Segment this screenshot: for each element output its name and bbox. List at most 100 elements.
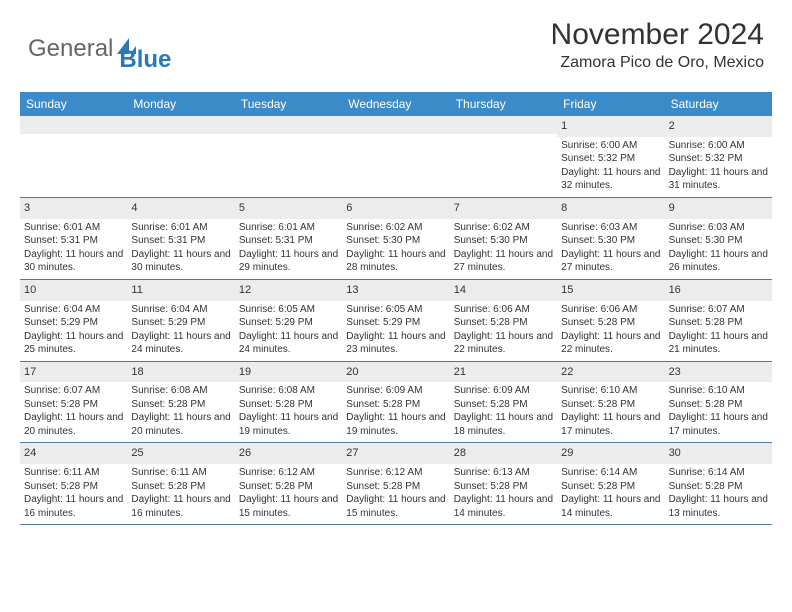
day-content: Sunrise: 6:05 AMSunset: 5:29 PMDaylight:… (239, 303, 338, 361)
day-number: 29 (557, 443, 664, 464)
day-content: Sunrise: 6:12 AMSunset: 5:28 PMDaylight:… (239, 466, 338, 524)
day-content: Sunrise: 6:03 AMSunset: 5:30 PMDaylight:… (669, 221, 768, 279)
day-content: Sunrise: 6:03 AMSunset: 5:30 PMDaylight:… (561, 221, 660, 279)
day-detail-line: Sunrise: 6:07 AM (669, 303, 768, 317)
day-detail-line: Sunset: 5:28 PM (131, 398, 230, 412)
day-number: 6 (342, 198, 449, 219)
day-number: 4 (127, 198, 234, 219)
day-cell: 16Sunrise: 6:07 AMSunset: 5:28 PMDayligh… (665, 280, 772, 361)
day-detail-line: Sunrise: 6:00 AM (561, 139, 660, 153)
day-detail-line: Sunrise: 6:05 AM (346, 303, 445, 317)
day-detail-line: Sunrise: 6:13 AM (454, 466, 553, 480)
day-detail-line: Daylight: 11 hours and 31 minutes. (669, 166, 768, 193)
day-content: Sunrise: 6:01 AMSunset: 5:31 PMDaylight:… (24, 221, 123, 279)
day-content: Sunrise: 6:05 AMSunset: 5:29 PMDaylight:… (346, 303, 445, 361)
day-cell: 7Sunrise: 6:02 AMSunset: 5:30 PMDaylight… (450, 198, 557, 279)
day-detail-line: Daylight: 11 hours and 27 minutes. (561, 248, 660, 275)
day-number (342, 116, 449, 134)
day-detail-line: Daylight: 11 hours and 15 minutes. (346, 493, 445, 520)
day-detail-line: Sunrise: 6:01 AM (24, 221, 123, 235)
day-detail-line: Daylight: 11 hours and 26 minutes. (669, 248, 768, 275)
day-detail-line: Sunrise: 6:10 AM (669, 384, 768, 398)
day-detail-line: Daylight: 11 hours and 20 minutes. (24, 411, 123, 438)
day-content: Sunrise: 6:00 AMSunset: 5:32 PMDaylight:… (669, 139, 768, 197)
day-content: Sunrise: 6:12 AMSunset: 5:28 PMDaylight:… (346, 466, 445, 524)
weekday-header-cell: Wednesday (342, 92, 449, 116)
day-cell: 15Sunrise: 6:06 AMSunset: 5:28 PMDayligh… (557, 280, 664, 361)
day-detail-line: Daylight: 11 hours and 30 minutes. (24, 248, 123, 275)
day-detail-line: Sunset: 5:28 PM (561, 398, 660, 412)
day-cell: 5Sunrise: 6:01 AMSunset: 5:31 PMDaylight… (235, 198, 342, 279)
week-row: 10Sunrise: 6:04 AMSunset: 5:29 PMDayligh… (20, 280, 772, 362)
day-content: Sunrise: 6:09 AMSunset: 5:28 PMDaylight:… (454, 384, 553, 442)
day-cell: 2Sunrise: 6:00 AMSunset: 5:32 PMDaylight… (665, 116, 772, 197)
day-detail-line: Sunset: 5:30 PM (561, 234, 660, 248)
day-detail-line: Daylight: 11 hours and 14 minutes. (561, 493, 660, 520)
day-detail-line: Sunrise: 6:03 AM (561, 221, 660, 235)
day-detail-line: Sunset: 5:31 PM (131, 234, 230, 248)
day-detail-line: Sunset: 5:28 PM (454, 316, 553, 330)
day-number: 7 (450, 198, 557, 219)
day-content (239, 136, 338, 140)
day-detail-line: Daylight: 11 hours and 32 minutes. (561, 166, 660, 193)
day-detail-line: Sunset: 5:29 PM (24, 316, 123, 330)
day-detail-line: Sunrise: 6:09 AM (346, 384, 445, 398)
day-cell: 18Sunrise: 6:08 AMSunset: 5:28 PMDayligh… (127, 362, 234, 443)
day-detail-line: Daylight: 11 hours and 29 minutes. (239, 248, 338, 275)
day-detail-line: Sunrise: 6:09 AM (454, 384, 553, 398)
day-cell (450, 116, 557, 197)
day-number: 28 (450, 443, 557, 464)
day-detail-line: Sunset: 5:28 PM (454, 480, 553, 494)
day-cell: 19Sunrise: 6:08 AMSunset: 5:28 PMDayligh… (235, 362, 342, 443)
day-content: Sunrise: 6:04 AMSunset: 5:29 PMDaylight:… (24, 303, 123, 361)
day-number: 1 (557, 116, 664, 137)
day-cell: 26Sunrise: 6:12 AMSunset: 5:28 PMDayligh… (235, 443, 342, 524)
day-detail-line: Sunset: 5:28 PM (24, 398, 123, 412)
day-detail-line: Daylight: 11 hours and 28 minutes. (346, 248, 445, 275)
day-content: Sunrise: 6:01 AMSunset: 5:31 PMDaylight:… (239, 221, 338, 279)
day-detail-line: Sunrise: 6:02 AM (454, 221, 553, 235)
day-detail-line: Sunrise: 6:03 AM (669, 221, 768, 235)
calendar: SundayMondayTuesdayWednesdayThursdayFrid… (20, 92, 772, 525)
day-number: 23 (665, 362, 772, 383)
logo: General Blue (28, 18, 171, 74)
day-content: Sunrise: 6:09 AMSunset: 5:28 PMDaylight:… (346, 384, 445, 442)
day-cell: 30Sunrise: 6:14 AMSunset: 5:28 PMDayligh… (665, 443, 772, 524)
day-number: 21 (450, 362, 557, 383)
day-cell: 6Sunrise: 6:02 AMSunset: 5:30 PMDaylight… (342, 198, 449, 279)
day-content: Sunrise: 6:13 AMSunset: 5:28 PMDaylight:… (454, 466, 553, 524)
day-cell: 17Sunrise: 6:07 AMSunset: 5:28 PMDayligh… (20, 362, 127, 443)
day-cell (235, 116, 342, 197)
day-detail-line: Sunset: 5:28 PM (346, 480, 445, 494)
day-detail-line: Sunrise: 6:00 AM (669, 139, 768, 153)
day-detail-line: Sunrise: 6:14 AM (561, 466, 660, 480)
day-cell: 13Sunrise: 6:05 AMSunset: 5:29 PMDayligh… (342, 280, 449, 361)
day-number: 12 (235, 280, 342, 301)
day-number: 18 (127, 362, 234, 383)
day-detail-line: Sunrise: 6:12 AM (239, 466, 338, 480)
day-detail-line: Daylight: 11 hours and 17 minutes. (669, 411, 768, 438)
header: General Blue November 2024 Zamora Pico d… (0, 0, 792, 84)
day-detail-line: Daylight: 11 hours and 16 minutes. (131, 493, 230, 520)
day-number: 14 (450, 280, 557, 301)
day-detail-line: Sunset: 5:28 PM (669, 480, 768, 494)
day-number: 13 (342, 280, 449, 301)
day-number: 30 (665, 443, 772, 464)
day-number: 17 (20, 362, 127, 383)
day-content: Sunrise: 6:06 AMSunset: 5:28 PMDaylight:… (561, 303, 660, 361)
day-detail-line: Daylight: 11 hours and 21 minutes. (669, 330, 768, 357)
day-detail-line: Sunset: 5:29 PM (346, 316, 445, 330)
day-cell: 14Sunrise: 6:06 AMSunset: 5:28 PMDayligh… (450, 280, 557, 361)
weekday-header-cell: Friday (557, 92, 664, 116)
day-detail-line: Sunrise: 6:08 AM (239, 384, 338, 398)
day-detail-line: Sunset: 5:28 PM (24, 480, 123, 494)
day-cell (127, 116, 234, 197)
day-detail-line: Sunset: 5:30 PM (454, 234, 553, 248)
day-cell (342, 116, 449, 197)
day-content: Sunrise: 6:10 AMSunset: 5:28 PMDaylight:… (561, 384, 660, 442)
day-detail-line: Daylight: 11 hours and 13 minutes. (669, 493, 768, 520)
day-content: Sunrise: 6:02 AMSunset: 5:30 PMDaylight:… (346, 221, 445, 279)
weekday-header-cell: Tuesday (235, 92, 342, 116)
day-content: Sunrise: 6:11 AMSunset: 5:28 PMDaylight:… (24, 466, 123, 524)
day-detail-line: Sunrise: 6:12 AM (346, 466, 445, 480)
